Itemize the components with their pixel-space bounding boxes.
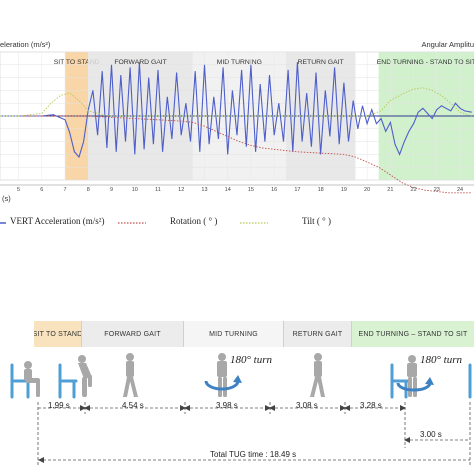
duration-mid-turning: 3.98 s xyxy=(216,401,238,410)
chart-panel: eleration (m/s²) Angular Amplitu SIT TO … xyxy=(0,40,474,232)
x-tick-label: 6 xyxy=(40,187,43,193)
x-axis-label: (s) xyxy=(2,194,11,203)
turn-label-end: 180° turn xyxy=(420,354,462,366)
duration-rulers xyxy=(37,402,471,466)
x-tick-label: 22 xyxy=(411,187,417,193)
duration-sit-to-stand: 1.99 s xyxy=(48,401,70,410)
phase-band-label: MID TURNING xyxy=(217,59,262,66)
phase-strip: SIT TO STAND FORWARD GAIT MID TURNING RE… xyxy=(34,321,474,347)
x-tick-label: 18 xyxy=(318,187,324,193)
turning-person-icon xyxy=(217,353,227,397)
duration-end-turning: 3.28 s xyxy=(360,401,382,410)
duration-forward-gait: 4.54 s xyxy=(122,401,144,410)
x-tick-label: 12 xyxy=(178,187,184,193)
x-tick-label: 17 xyxy=(294,187,300,193)
turn-arrowhead-icon xyxy=(233,375,242,383)
legend-label-tilt: Tilt ( ° ) xyxy=(302,216,332,226)
x-tick-label: 15 xyxy=(248,187,254,193)
turn-arrow-icon xyxy=(396,382,432,392)
legend-swatch-tilt xyxy=(240,222,268,224)
phase-return-gait: RETURN GAIT xyxy=(284,321,352,347)
series-line-tilt xyxy=(0,87,472,117)
legend: VERT Acceleration (m/s²) Rotation ( ° ) … xyxy=(0,216,474,232)
turn-label-mid: 180° turn xyxy=(230,354,272,366)
turn-arrowhead-icon xyxy=(425,377,434,385)
turning-person-icon xyxy=(407,355,417,397)
series-line-rotation xyxy=(0,115,472,194)
legend-label-vert: VERT Acceleration (m/s²) xyxy=(10,216,105,226)
legend-swatch-vert xyxy=(0,222,6,224)
duration-return-gait: 3.08 s xyxy=(296,401,318,410)
phase-sit-to-stand: SIT TO STAND xyxy=(34,321,82,347)
x-tick-label: 16 xyxy=(271,187,277,193)
chair-icon xyxy=(58,363,78,399)
x-tick-label: 20 xyxy=(364,187,370,193)
phase-band-label: SIT TO STAND xyxy=(54,59,100,66)
rising-person-icon xyxy=(78,355,92,397)
x-tick-label: 19 xyxy=(341,187,347,193)
series-line-vert-acceleration xyxy=(0,62,472,159)
acceleration-chart: SIT TO STAND FORWARD GAIT MID TURNING RETUR… xyxy=(0,51,474,194)
figures-illustration xyxy=(10,353,472,399)
x-tick-label: 10 xyxy=(132,187,138,193)
x-tick-label: 7 xyxy=(64,187,67,193)
duration-stand-to-sit: 3.00 s xyxy=(420,430,442,439)
x-tick-label: 11 xyxy=(155,187,161,193)
turn-arrow-icon xyxy=(204,380,240,391)
seated-person-icon xyxy=(24,361,40,397)
legend-label-rotation: Rotation ( ° ) xyxy=(170,216,218,226)
total-tug-time: Total TUG time : 18.49 s xyxy=(210,450,297,459)
walking-person-icon xyxy=(123,353,138,397)
x-tick-label: 13 xyxy=(201,187,207,193)
x-tick-label: 14 xyxy=(225,187,231,193)
chair-icon xyxy=(390,363,410,399)
x-tick-label: 8 xyxy=(87,187,90,193)
phase-forward-gait: FORWARD GAIT xyxy=(82,321,184,347)
y-axis-label-left: eleration (m/s²) xyxy=(0,40,51,49)
phase-mid-turning: MID TURNING xyxy=(184,321,284,347)
phase-end-turning: END TURNING – STAND TO SIT xyxy=(352,321,474,347)
phase-band-label: END TURNING - STAND TO SIT xyxy=(377,59,474,66)
x-tick-label: 5 xyxy=(17,187,20,193)
y-axis-label-right: Angular Amplitu xyxy=(421,40,474,49)
x-tick-label: 21 xyxy=(387,187,393,193)
walking-person-icon xyxy=(310,353,325,397)
legend-swatch-rotation xyxy=(118,222,146,224)
phase-band-label: FORWARD GAIT xyxy=(114,59,167,66)
x-tick-label: 24 xyxy=(457,187,463,193)
x-tick-label: 23 xyxy=(434,187,440,193)
x-tick-label: 9 xyxy=(110,187,113,193)
